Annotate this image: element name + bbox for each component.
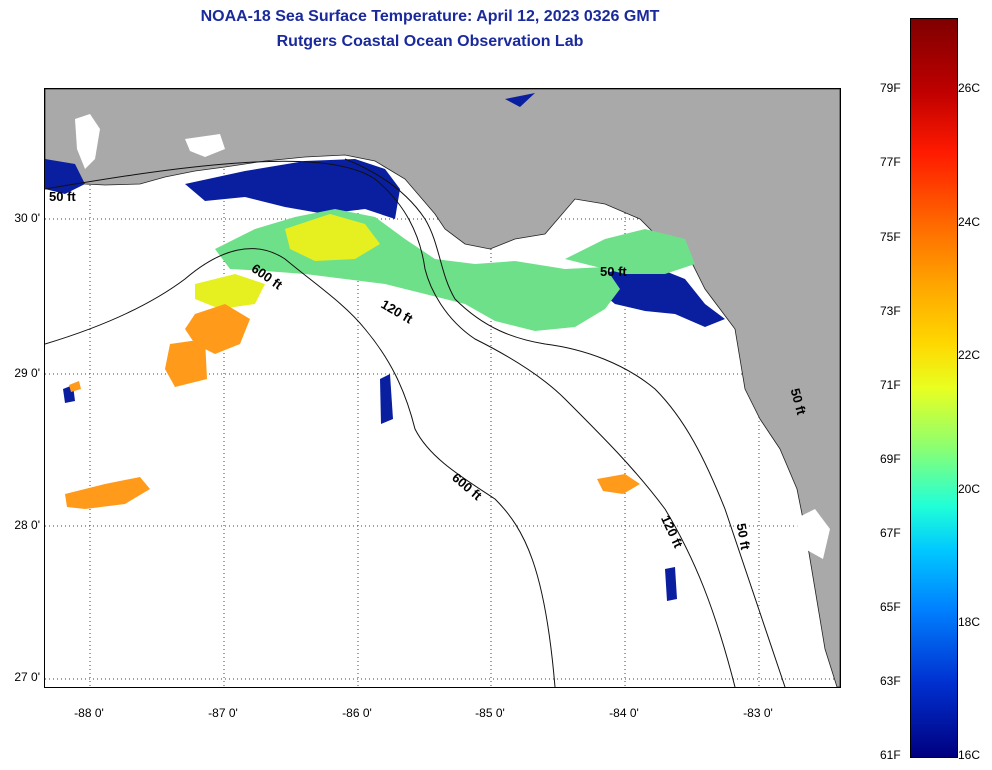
map-title: NOAA-18 Sea Surface Temperature: April 1… (200, 8, 660, 25)
warm-patches (195, 214, 380, 309)
map-subtitle: Rutgers Coastal Ocean Observation Lab (276, 33, 584, 50)
colorbar-f-79: 79F (880, 81, 901, 95)
colorbar-f-75: 75F (880, 230, 901, 244)
depth-contours (45, 158, 786, 687)
lat-label-28: 28 0' (14, 518, 40, 532)
colorbar-f-67: 67F (880, 526, 901, 540)
colorbar-f-65: 65F (880, 600, 901, 614)
temperature-colorbar (910, 18, 958, 758)
lon-label-84: -84 0' (609, 706, 639, 720)
lon-label-87: -87 0' (208, 706, 238, 720)
colorbar-f-73: 73F (880, 304, 901, 318)
lon-label-85: -85 0' (475, 706, 505, 720)
sst-map: 50 ft 600 ft 120 ft 50 ft 600 ft 120 ft … (44, 88, 841, 688)
colorbar-c-20: 20C (958, 482, 981, 496)
land-mass (45, 89, 840, 687)
depth-label-50ft-west: 50 ft (49, 189, 76, 204)
colorbar-c-16: 16C (958, 748, 981, 762)
colorbar-f-77: 77F (880, 155, 901, 169)
colorbar-c-22: 22C (958, 348, 981, 362)
lat-label-30: 30 0' (14, 211, 40, 225)
cold-water-patches (45, 93, 725, 601)
colorbar-c-18: 18C (958, 615, 981, 629)
colorbar-f-71: 71F (880, 378, 901, 392)
colorbar-f-69: 69F (880, 452, 901, 466)
lon-label-88: -88 0' (74, 706, 104, 720)
map-canvas (45, 89, 840, 687)
colorbar-f-63: 63F (880, 674, 901, 688)
colorbar-c-24: 24C (958, 215, 981, 229)
hot-patches (65, 304, 640, 509)
lat-label-27: 27 0' (14, 670, 40, 684)
depth-label-50ft-2: 50 ft (600, 264, 627, 279)
colorbar-c-26: 26C (958, 81, 981, 95)
colorbar-f-61: 61F (880, 748, 901, 762)
lon-label-83: -83 0' (743, 706, 773, 720)
lat-label-29: 29 0' (14, 366, 40, 380)
lon-label-86: -86 0' (342, 706, 372, 720)
